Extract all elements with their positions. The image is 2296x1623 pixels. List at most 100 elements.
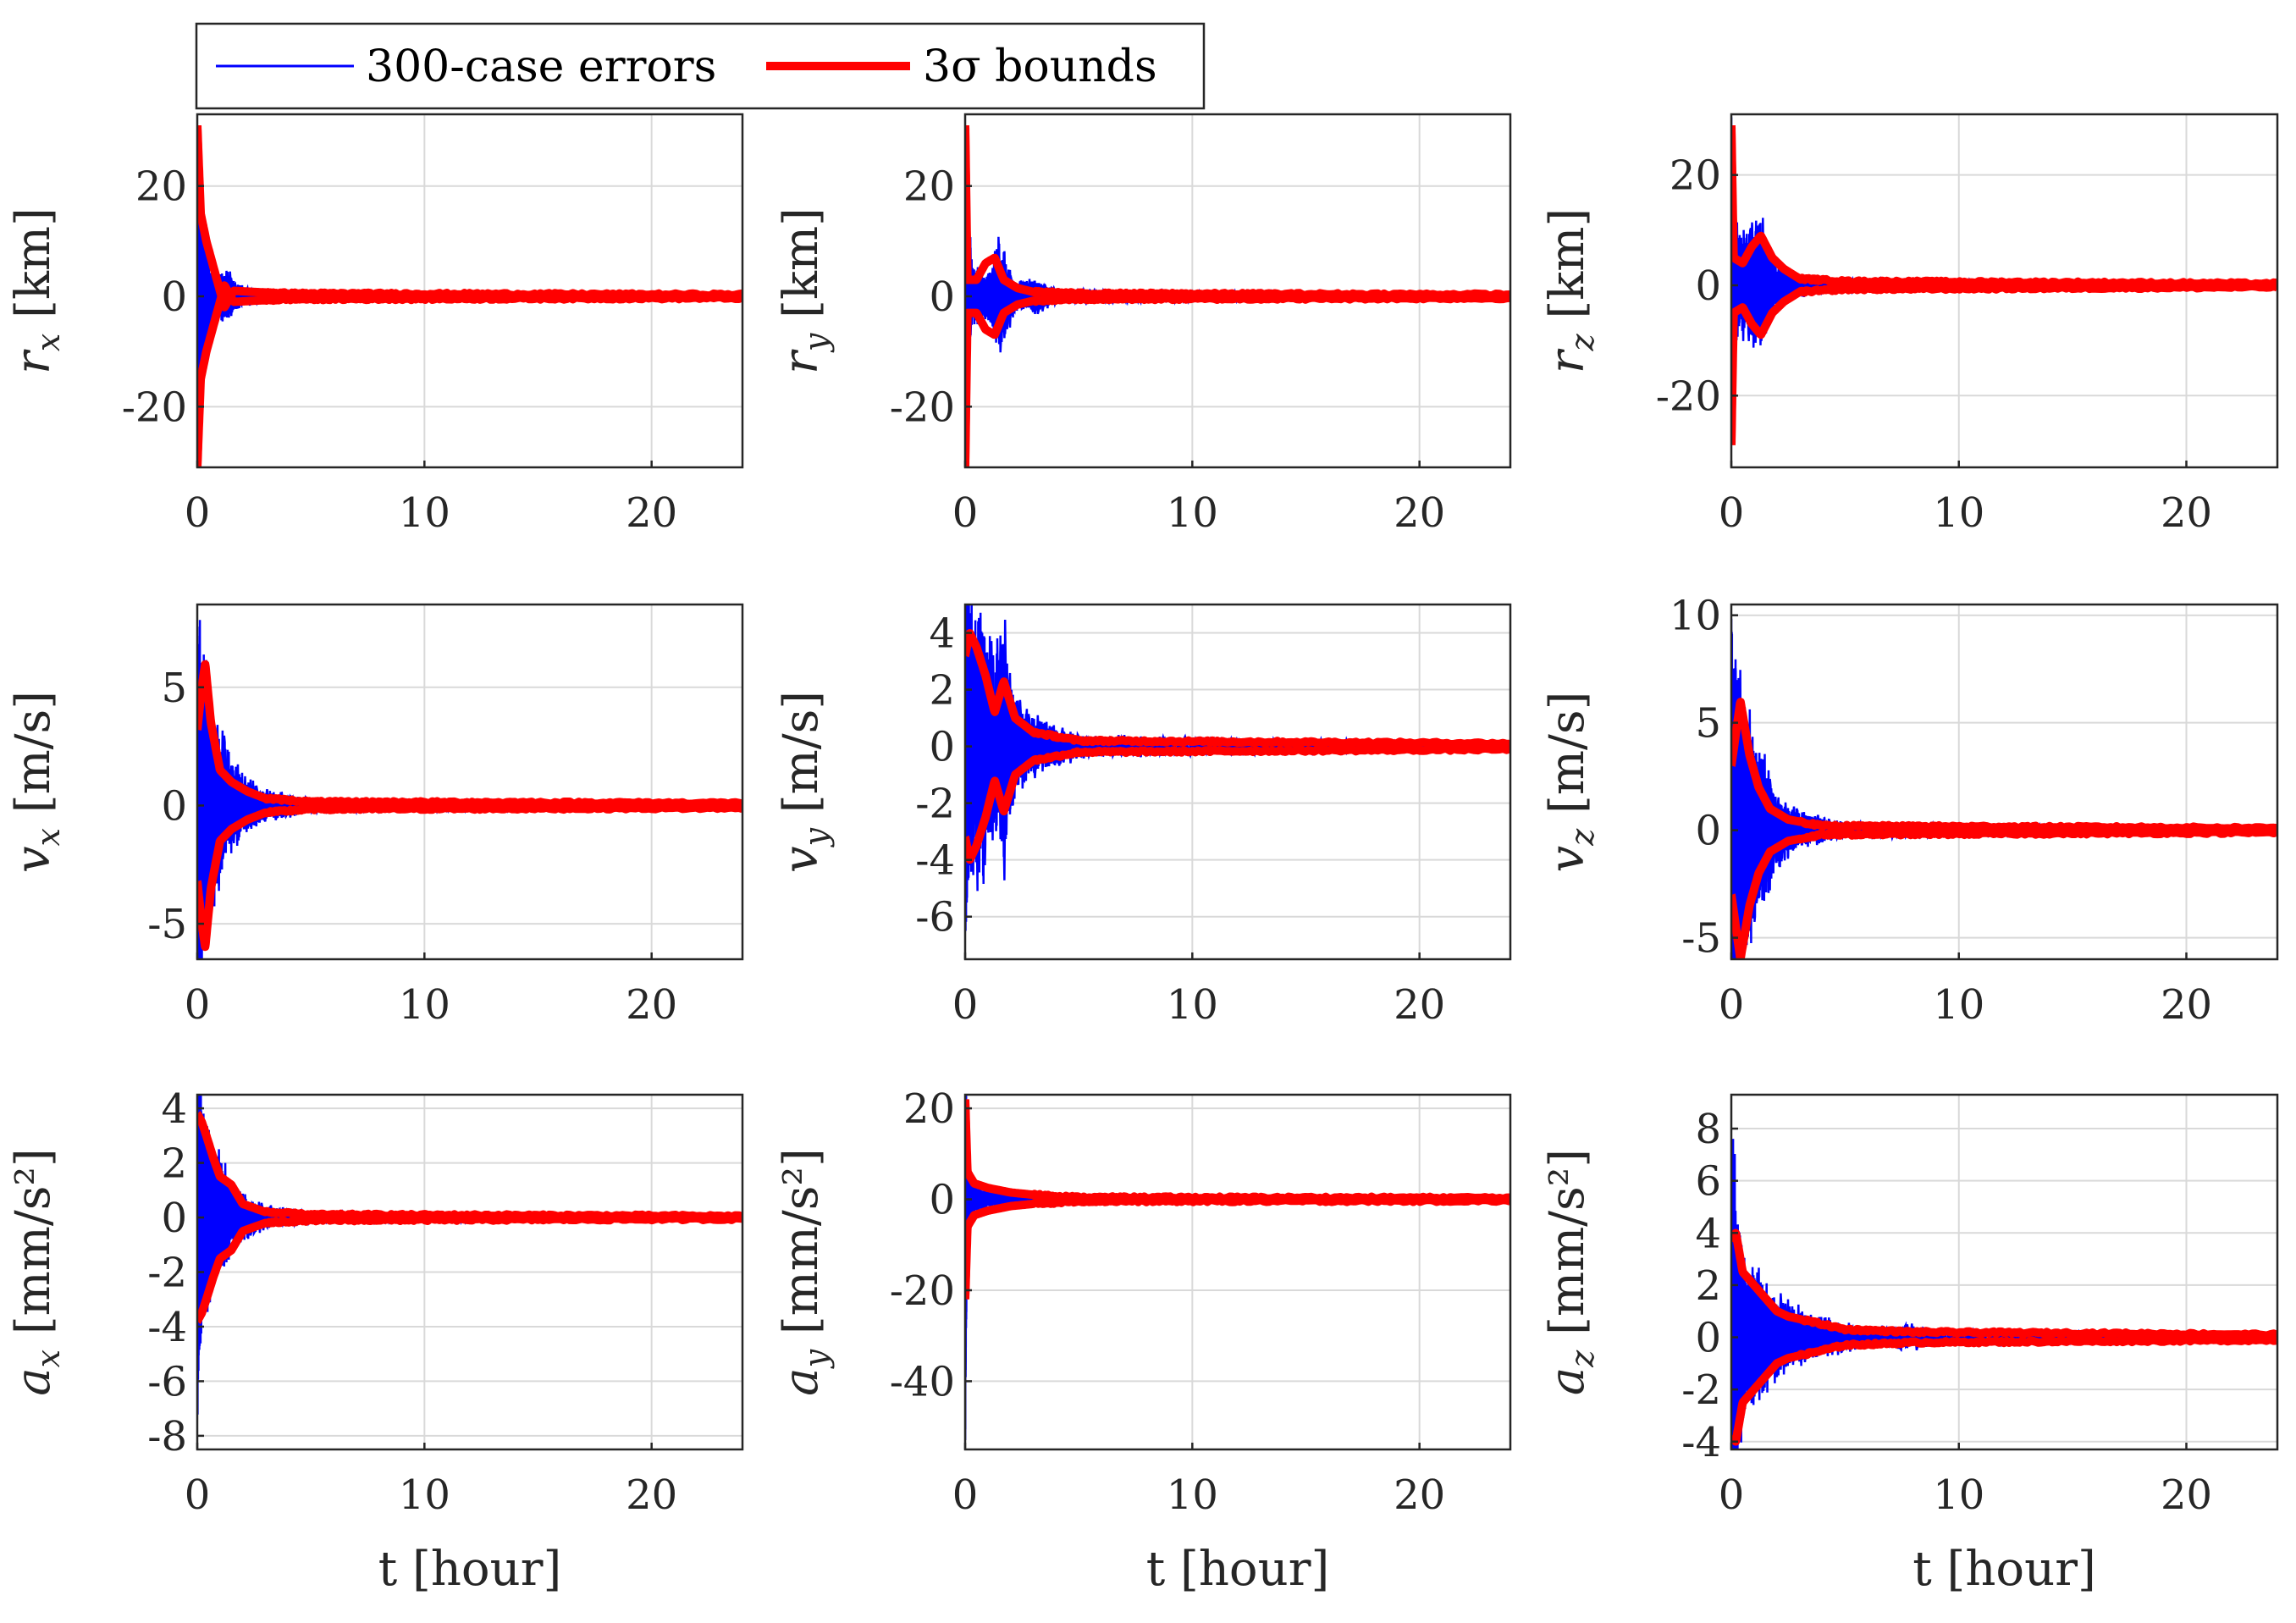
y-tick-label: 10 <box>1670 593 1721 640</box>
y-label-subscript: z <box>1564 1350 1601 1368</box>
axes-frame <box>196 603 744 961</box>
y-tick-label: 2 <box>929 667 955 715</box>
x-tick-label: 10 <box>1167 1471 1218 1519</box>
y-label-symbol: r <box>6 349 61 374</box>
y-tick-label: 0 <box>1695 808 1721 855</box>
x-tick-label: 10 <box>399 981 450 1029</box>
x-tick-label: 20 <box>2161 981 2212 1029</box>
bound-upper <box>1731 1228 2277 1340</box>
x-tick-label: 20 <box>1394 1471 1445 1519</box>
y-axis-label: vy [m/s] <box>774 691 835 873</box>
bound-upper <box>1731 121 2277 289</box>
y-label-symbol: a <box>6 1367 61 1395</box>
bound-lower <box>197 281 742 467</box>
y-axis-label: ax [mm/s²] <box>6 1148 67 1396</box>
plot-area <box>1731 618 2277 959</box>
y-label-subscript: x <box>30 1350 67 1367</box>
bound-lower <box>197 1213 742 1326</box>
panel-ax: 0 10 20 -8 -6 -4 -2 0 2 4 ax [mm/s²] t [hour] <box>6 1085 744 1597</box>
axes-frame <box>1730 1093 2279 1451</box>
y-tick-label: 5 <box>161 665 187 712</box>
error-trace <box>197 1095 742 1355</box>
y-label-unit: [m/s] <box>1540 692 1595 829</box>
legend-box <box>195 22 1206 110</box>
x-tick-label: 20 <box>2161 1471 2212 1519</box>
y-label-symbol: a <box>774 1367 829 1395</box>
y-tick-label: 0 <box>1695 262 1721 310</box>
y-tick-label: 4 <box>1695 1210 1721 1257</box>
x-tick-label: 0 <box>1719 1471 1745 1519</box>
y-tick-label: -4 <box>915 837 955 885</box>
error-trace <box>197 1095 742 1364</box>
y-label-subscript: y <box>798 828 835 848</box>
error-trace <box>965 1095 1510 1440</box>
y-tick-label: 20 <box>135 163 187 211</box>
plot-area <box>1731 117 2277 450</box>
x-tick-label: 20 <box>1394 489 1445 537</box>
bound-upper <box>965 1095 1510 1204</box>
y-tick-label: -4 <box>1681 1419 1721 1466</box>
y-tick-label: -2 <box>147 1250 187 1297</box>
x-tick-label: 0 <box>1719 489 1745 537</box>
y-tick-label: -20 <box>1656 373 1721 420</box>
y-tick-label: 2 <box>161 1140 187 1188</box>
y-tick-label: 5 <box>1695 700 1721 748</box>
bound-lower <box>1731 281 2277 450</box>
error-trace <box>965 135 1510 415</box>
x-axis-label: t [hour] <box>378 1542 562 1597</box>
error-trace <box>1731 167 2277 438</box>
y-tick-label: 20 <box>903 163 955 211</box>
y-label-unit: [m/s] <box>774 691 829 828</box>
x-tick-label: 10 <box>399 1471 450 1519</box>
y-label-unit: [km] <box>6 207 61 334</box>
y-label-subscript: z <box>1564 828 1601 847</box>
y-axis-label: vx [m/s] <box>6 691 67 873</box>
error-trace <box>1731 117 2277 425</box>
bound-upper <box>197 1109 742 1222</box>
y-tick-label: 8 <box>1695 1106 1721 1153</box>
x-tick-label: 10 <box>1933 1471 1984 1519</box>
panel-ry: 0 10 20 -20 0 20 ry [km] <box>774 113 1512 537</box>
x-tick-label: 20 <box>626 981 677 1029</box>
y-tick-label: -20 <box>122 384 187 431</box>
y-label-symbol: a <box>1540 1367 1595 1395</box>
y-label-subscript: x <box>30 828 67 846</box>
y-label-unit: [m/s] <box>6 691 61 828</box>
axes-frame <box>1730 603 2279 961</box>
x-tick-label: 0 <box>1719 981 1745 1029</box>
plot-area <box>1731 1139 2277 1449</box>
x-tick-label: 20 <box>2161 489 2212 537</box>
y-tick-label: 4 <box>161 1085 187 1133</box>
bound-upper <box>197 121 742 312</box>
plot-area <box>965 121 1510 467</box>
bound-lower <box>965 1195 1510 1304</box>
x-tick-label: 10 <box>1933 981 1984 1029</box>
y-label-unit: [km] <box>1540 208 1595 334</box>
x-tick-label: 10 <box>399 489 450 537</box>
panel-vy: 0 10 20 -6 -4 -2 0 2 4 vy [m/s] <box>774 603 1512 1029</box>
x-tick-label: 10 <box>1167 489 1218 537</box>
bound-lower <box>965 743 1510 864</box>
legend-errors-label: 300-case errors <box>366 41 716 92</box>
x-tick-label: 20 <box>1394 981 1445 1029</box>
y-label-unit: [mm/s²] <box>6 1148 61 1350</box>
y-tick-label: -2 <box>915 781 955 828</box>
error-trace <box>965 1095 1510 1365</box>
y-label-unit: [mm/s²] <box>1540 1149 1595 1350</box>
y-tick-label: 4 <box>929 610 955 658</box>
y-tick-label: -6 <box>147 1358 187 1405</box>
plot-area <box>197 620 742 959</box>
bound-lower <box>1731 1335 2277 1446</box>
x-tick-label: 20 <box>626 489 677 537</box>
error-trace <box>197 620 742 959</box>
y-label-symbol: v <box>774 846 829 873</box>
y-tick-label: -20 <box>890 384 955 431</box>
error-trace <box>965 1095 1510 1348</box>
y-axis-label: ay [mm/s²] <box>774 1148 835 1396</box>
y-tick-label: -5 <box>1681 915 1721 963</box>
y-label-subscript: y <box>798 1349 835 1369</box>
axes-frame <box>196 113 744 469</box>
error-trace <box>965 1095 1510 1430</box>
